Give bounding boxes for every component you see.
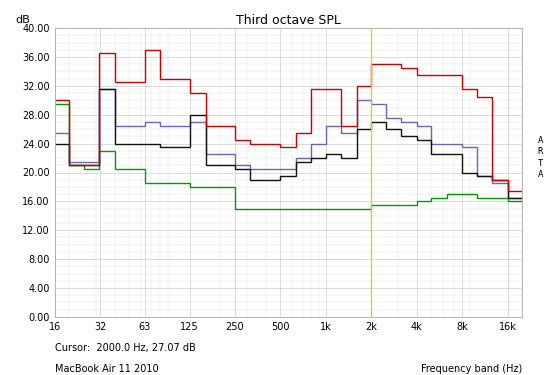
Text: Frequency band (Hz): Frequency band (Hz) bbox=[421, 364, 522, 374]
Text: A
R
T
A: A R T A bbox=[538, 136, 543, 178]
Text: dB: dB bbox=[15, 15, 30, 25]
Title: Third octave SPL: Third octave SPL bbox=[236, 14, 341, 27]
Text: Cursor:  2000.0 Hz, 27.07 dB: Cursor: 2000.0 Hz, 27.07 dB bbox=[55, 343, 195, 353]
Text: MacBook Air 11 2010: MacBook Air 11 2010 bbox=[55, 364, 158, 374]
